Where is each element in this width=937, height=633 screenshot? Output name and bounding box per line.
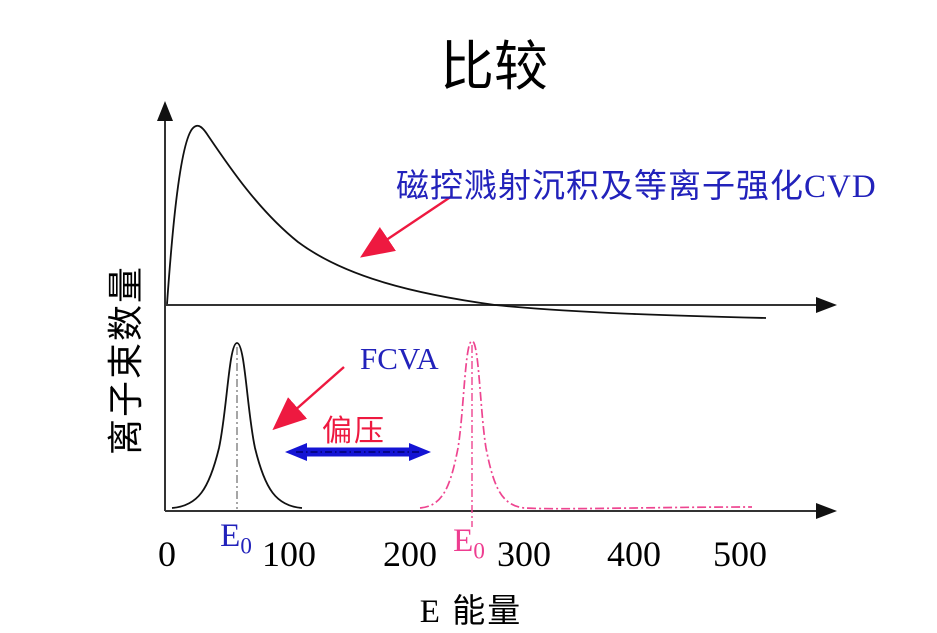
annotation-sputtering-pecvd: 磁控溅射沉积及等离子强化CVD [396, 169, 877, 205]
x-tick-500: 500 [713, 534, 767, 574]
e0-base: E [453, 523, 474, 559]
fcva-label: FCVA [360, 341, 439, 376]
page-title: 比较 [440, 37, 548, 97]
x-tick-400: 400 [607, 534, 661, 574]
x-axis-bottom-arrowhead-icon [816, 503, 837, 519]
e0-label-fcva: E0 [220, 518, 252, 560]
e0-sub: 0 [240, 533, 252, 559]
x-tick-100: 100 [262, 534, 316, 574]
biased-peak-curve [419, 340, 753, 510]
x-axis-top-arrowhead-icon [816, 297, 837, 313]
fcva-peak-curve [171, 342, 303, 509]
x-axis-label: E 能量 [419, 594, 523, 630]
e0-base: E [220, 518, 241, 554]
annotation-arrow-icon [360, 195, 453, 258]
e0-sub: 0 [473, 538, 485, 564]
y-axis-label: 离子束数量 [106, 264, 146, 456]
bias-arrowhead-right-icon [409, 443, 431, 461]
x-tick-200: 200 [383, 534, 437, 574]
x-tick-300: 300 [497, 534, 551, 574]
bias-label: 偏压 [322, 415, 386, 448]
broad-distribution-curve [166, 124, 767, 319]
x-tick-0: 0 [158, 534, 176, 574]
e0-label-biased: E0 [453, 523, 485, 565]
fcva-arrow-icon [272, 366, 345, 431]
y-axis-arrowhead-icon [157, 101, 173, 121]
